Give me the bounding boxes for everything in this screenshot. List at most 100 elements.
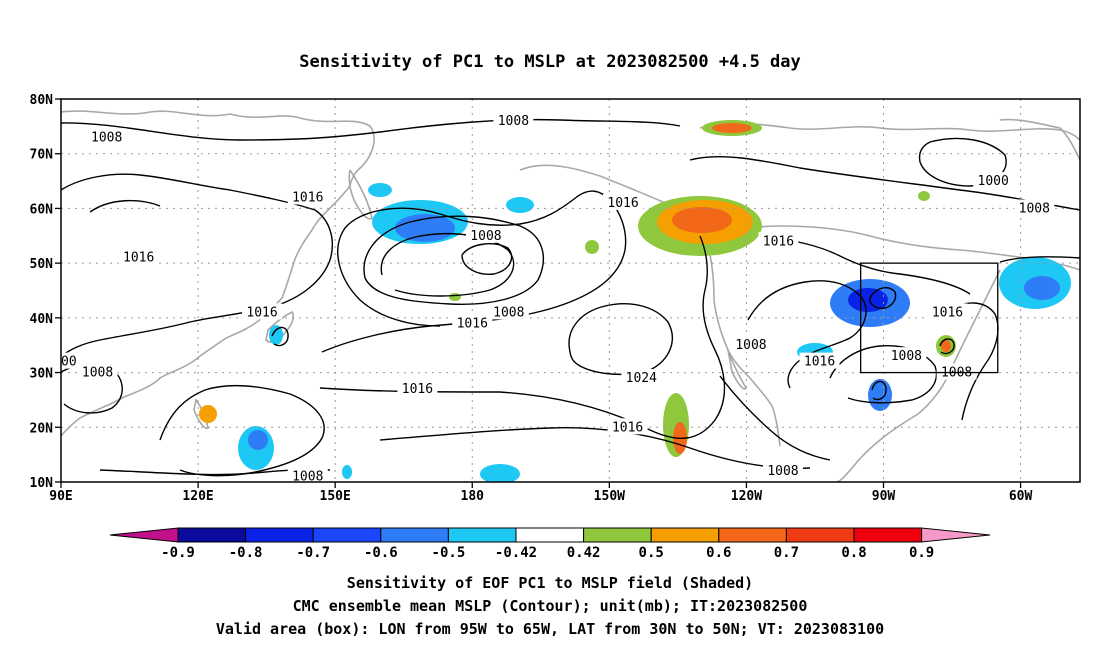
shade-positive-atlantic-core [941, 340, 951, 352]
contour-label-bg [287, 467, 328, 482]
colorbar-segment [853, 527, 923, 543]
lon-tick-label: 180 [461, 489, 485, 504]
coastline-philippines [193, 398, 209, 430]
coastline-us-east [835, 269, 1001, 482]
shade-negative-central-pacific [480, 464, 520, 482]
colorbar-segment [583, 527, 652, 543]
colorbar-low-triangle [109, 527, 179, 543]
lon-tick-label: 90W [872, 489, 896, 504]
contour-low-core [461, 243, 513, 275]
contour-label: 1008 [82, 366, 113, 381]
longitude-axis: 90E 120E 150E 180 150W 120W 90W 60W [49, 482, 1033, 504]
lat-tick-label: 40N [30, 312, 54, 327]
coastline-alaska [519, 164, 781, 447]
caption-line-2: CMC ensemble mean MSLP (Contour); unit(m… [293, 597, 808, 615]
contour-1016-subtropical [319, 235, 726, 439]
contour-label: 1008 [493, 305, 524, 320]
coastline-baja [727, 349, 747, 390]
contour-small-low-atlantic [939, 338, 955, 355]
latitude-axis: 80N 70N 60N 50N 40N 30N 20N 10N [30, 93, 61, 491]
contour-1008-gulf [829, 345, 938, 404]
contour-small-low-box [869, 287, 897, 309]
shade-negative-aleutian [506, 197, 534, 213]
colorbar-segment [380, 527, 449, 543]
coastline-greenland [999, 118, 1080, 161]
caption-line-1: Sensitivity of EOF PC1 to MSLP field (Sh… [347, 574, 753, 592]
contour-label-bg [762, 462, 803, 479]
contour-label: 1008 [1019, 201, 1050, 216]
colorbar-label: -0.6 [364, 545, 398, 561]
shade-negative-japan [269, 325, 283, 345]
lat-tick-label: 10N [30, 476, 54, 491]
contour-label-bg [488, 303, 529, 320]
contour-1008-north [61, 118, 681, 141]
colorbar-label: 0.5 [639, 545, 664, 561]
colorbar: -0.9 -0.8 -0.7 -0.6 -0.5 -0.42 0.42 0.5 0.6 0.7 0.… [109, 527, 991, 561]
contour-label: 1008 [767, 464, 798, 479]
contour-label: 1008 [498, 114, 529, 129]
contour-label-bg [621, 369, 662, 386]
contour-label: 1024 [626, 371, 657, 386]
contour-1008-low-outer [363, 215, 545, 305]
shade-positive-philippines [199, 405, 217, 423]
colorbar-segment [718, 527, 787, 543]
shade-negative-caribbean [868, 379, 892, 411]
lon-tick-label: 60W [1009, 489, 1033, 504]
contour-label-bg [452, 314, 493, 331]
shade-negative-north-atlantic-core [1024, 276, 1060, 300]
contour-labels: 1008 1008 1000 1008 1016 1016 1008 1016 1016 1008… [45, 111, 1055, 485]
lat-tick-label: 60N [30, 202, 54, 217]
contour-small-low-caribbean [871, 380, 887, 401]
colorbar-label: 0.6 [706, 545, 731, 561]
contour-label: 1016 [804, 355, 835, 370]
colorbar-label: 0.7 [774, 545, 799, 561]
lon-tick-label: 90E [49, 489, 72, 504]
contour-label: 1016 [292, 190, 323, 205]
contour-label-bg [927, 303, 968, 320]
shade-positive-gulf-alaska-core [672, 207, 732, 233]
contour-1008-tropical [159, 384, 325, 477]
contour-label-bg [77, 363, 118, 380]
colorbar-label: -0.5 [432, 545, 466, 561]
shade-positive-small-pacific [585, 240, 599, 254]
contour-1000-low [918, 137, 1007, 187]
shade-negative-west-pacific-core [248, 430, 268, 450]
contour-1008-atlantic [949, 302, 999, 421]
contour-1016-asia-inner [89, 199, 161, 213]
colorbar-label: -0.42 [495, 545, 537, 561]
lat-tick-label: 70N [30, 148, 54, 163]
contour-label-bg [799, 352, 840, 369]
colorbar-segment [447, 527, 517, 543]
contour-label: 1016 [246, 305, 277, 320]
contour-label: 1008 [470, 229, 501, 244]
colorbar-label: 0.9 [909, 545, 934, 561]
contour-label: 1016 [457, 316, 488, 331]
coastlines [61, 110, 1080, 482]
shade-positive-arctic-core [712, 123, 752, 133]
contour-label-bg [607, 418, 648, 435]
colorbar-label: -0.7 [296, 545, 330, 561]
shade-negative-small-tropical [342, 465, 352, 479]
contour-label: 1016 [123, 251, 154, 266]
contour-label-bg [973, 172, 1014, 189]
contour-label-bg [242, 303, 283, 320]
lat-tick-label: 80N [30, 93, 54, 108]
colorbar-segment [177, 527, 247, 543]
lon-tick-label: 150W [594, 489, 625, 504]
lon-tick-label: 150E [320, 489, 351, 504]
colorbar-label: 0.42 [567, 545, 601, 561]
contour-label: 1000 [45, 355, 76, 370]
contour-label: 1008 [735, 338, 766, 353]
contour-label: 1016 [402, 382, 433, 397]
lat-tick-label: 50N [30, 257, 54, 272]
coastline-asia [61, 110, 375, 437]
colorbar-segment [785, 527, 855, 543]
contour-1016-north-america [759, 237, 971, 295]
contour-label: 1000 [978, 174, 1009, 189]
contour-label: 1008 [91, 130, 122, 145]
colorbar-segment [312, 527, 382, 543]
colorbar-label: -0.9 [161, 545, 195, 561]
contour-label: 1008 [292, 470, 323, 485]
contour-label-bg [1014, 199, 1055, 216]
shade-positive-labrador [918, 191, 930, 201]
